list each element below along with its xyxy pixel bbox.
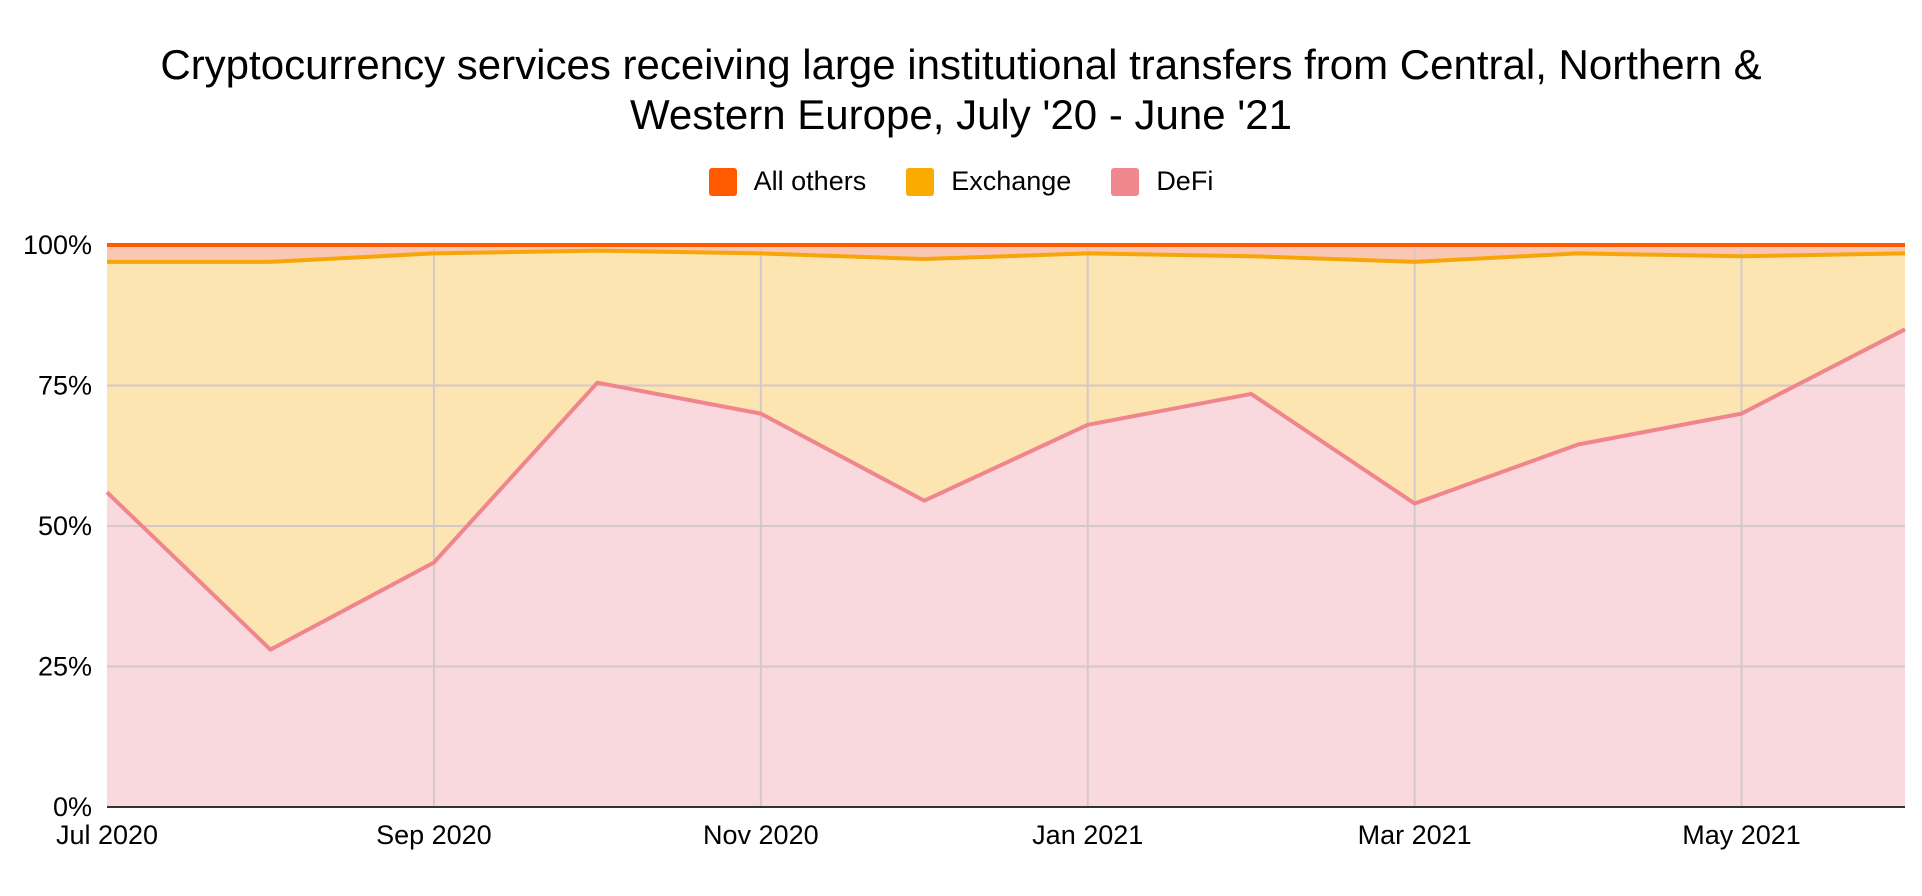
x-tick-label: Jan 2021 — [1032, 820, 1143, 850]
x-tick-label: Mar 2021 — [1358, 820, 1472, 850]
chart-title-line-1: Cryptocurrency services receiving large … — [160, 41, 1762, 88]
series-line-exchange — [107, 248, 1906, 264]
area-all-others — [107, 245, 1905, 262]
legend-item-all-others: All others — [708, 166, 867, 197]
x-tick-label: Nov 2020 — [703, 820, 819, 850]
legend-item-exchange: Exchange — [906, 166, 1071, 197]
y-tick-label: 0% — [53, 792, 92, 822]
x-tick-label: Jul 2020 — [56, 820, 158, 850]
legend-label-all-others: All others — [753, 166, 867, 196]
chart-title: Cryptocurrency services receiving large … — [0, 40, 1922, 140]
area-defi — [107, 329, 1905, 807]
y-tick-label: 25% — [38, 652, 92, 682]
y-tick-label: 50% — [38, 511, 92, 541]
series-line-defi — [105, 327, 1906, 652]
legend-item-defi: DeFi — [1111, 166, 1213, 197]
y-tick-label: 75% — [38, 371, 92, 401]
legend-label-exchange: Exchange — [951, 166, 1072, 196]
x-tick-label: Sep 2020 — [376, 820, 492, 850]
legend-swatch-all-others — [708, 167, 737, 196]
y-tick-label: 100% — [23, 230, 92, 260]
legend-swatch-defi — [1111, 167, 1140, 196]
chart-legend: All others Exchange DeFi — [0, 166, 1922, 197]
area-exchange — [107, 250, 1905, 650]
legend-label-defi: DeFi — [1156, 166, 1214, 196]
x-tick-label: May 2021 — [1682, 820, 1801, 850]
legend-swatch-exchange — [906, 167, 935, 196]
chart-title-line-2: Western Europe, July '20 - June '21 — [630, 91, 1292, 138]
